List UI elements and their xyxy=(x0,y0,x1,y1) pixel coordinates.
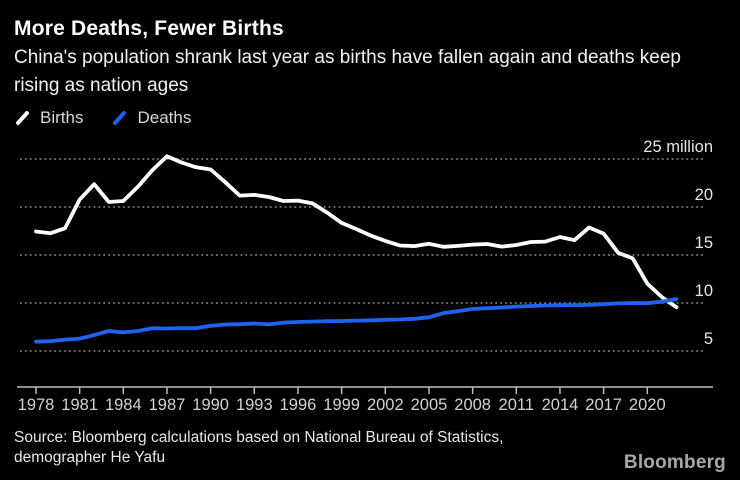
legend-item-births: Births xyxy=(14,108,83,128)
chart-title: More Deaths, Fewer Births xyxy=(14,17,284,40)
x-axis-label: 2020 xyxy=(629,396,666,414)
legend-item-deaths: Deaths xyxy=(111,108,191,128)
x-axis-label: 1978 xyxy=(18,396,55,414)
y-axis-label: 10 xyxy=(695,282,713,300)
x-axis-label: 2005 xyxy=(411,396,448,414)
x-axis-label: 1981 xyxy=(61,396,98,414)
x-axis-label: 1993 xyxy=(236,396,273,414)
legend-label-deaths: Deaths xyxy=(137,108,192,127)
x-axis-label: 1984 xyxy=(105,396,142,414)
y-axis-label: 25 million xyxy=(643,138,713,156)
x-axis-label: 1999 xyxy=(323,396,360,414)
y-axis-label: 15 xyxy=(695,234,713,252)
x-axis-label: 1996 xyxy=(280,396,317,414)
x-axis-label: 1987 xyxy=(149,396,186,414)
chart-header: More Deaths, Fewer Births China's popula… xyxy=(14,16,726,100)
y-axis-label: 5 xyxy=(704,330,713,348)
deaths-line xyxy=(34,297,679,344)
x-axis-label: 2017 xyxy=(585,396,622,414)
x-axis-label: 2011 xyxy=(499,396,534,414)
bloomberg-logo: Bloomberg xyxy=(623,452,726,473)
y-axis-label: 20 xyxy=(695,186,713,204)
x-axis-label: 2014 xyxy=(542,396,579,414)
source-note: Source: Bloomberg calculations based on … xyxy=(14,429,504,466)
x-axis-label: 2008 xyxy=(454,396,491,414)
chart-subtitle: China's population shrank last year as b… xyxy=(14,47,681,96)
births-line xyxy=(34,154,679,310)
x-axis-label: 2002 xyxy=(367,396,404,414)
x-axis-label: 1990 xyxy=(192,396,229,414)
legend-label-births: Births xyxy=(40,108,84,127)
legend: Births Deaths xyxy=(14,108,191,128)
